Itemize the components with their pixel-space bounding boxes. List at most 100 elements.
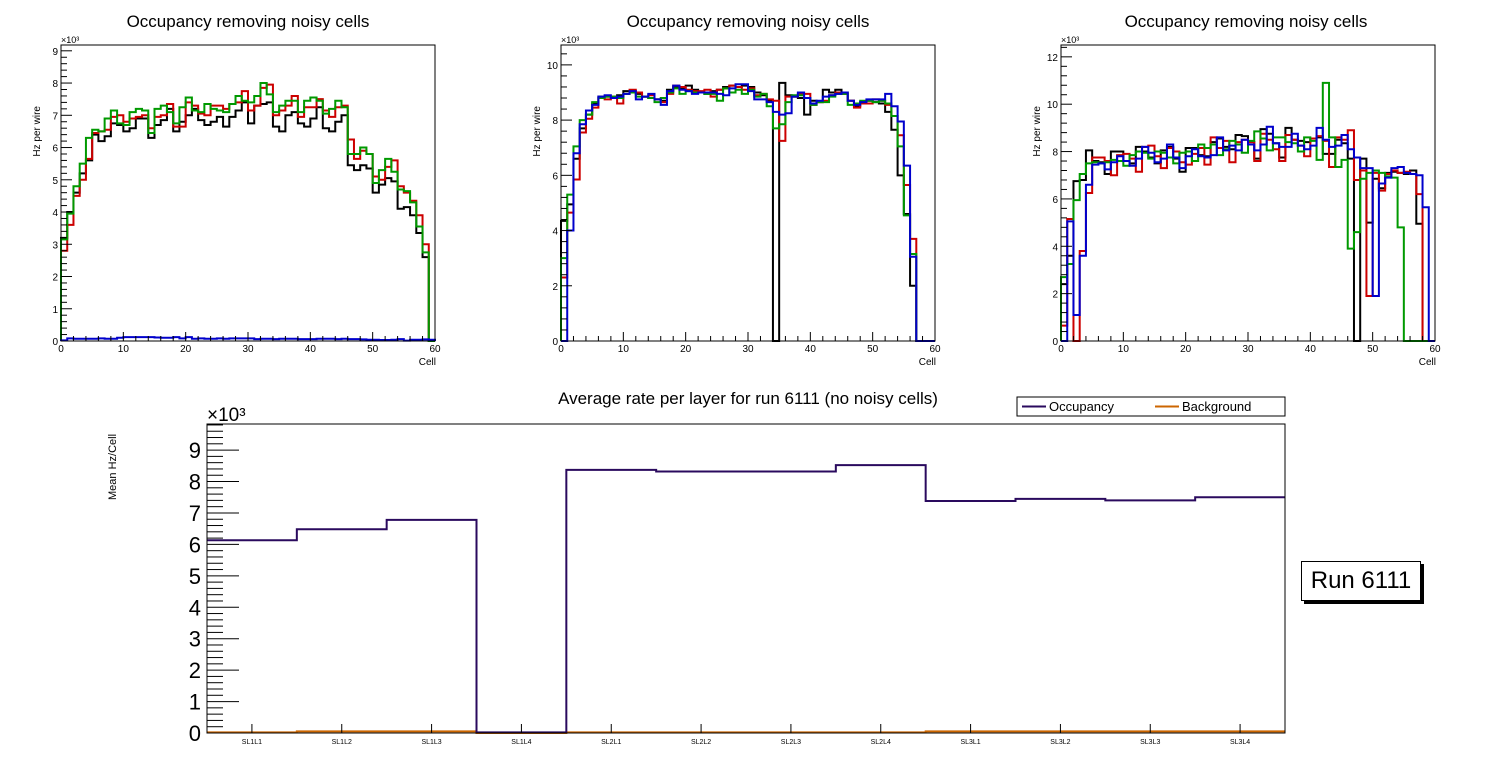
legend: Occupancy Background: [1016, 396, 1286, 417]
series-layer-blue: [561, 83, 935, 342]
x-tick-label: 10: [118, 344, 130, 355]
y-tick-label: 10: [1047, 100, 1059, 111]
x-tick-label: 30: [742, 344, 754, 355]
x-category-label: SL3L4: [1230, 739, 1250, 746]
x-tick-label: 0: [558, 344, 564, 355]
x-tick-label: 0: [1058, 344, 1064, 355]
layer-rate-panel: Average rate per layer for run 6111 (no …: [107, 389, 1286, 746]
x-tick-label: 20: [180, 344, 192, 355]
series-layer-green: [560, 87, 935, 342]
histogram-panel-1: Occupancy removing noisy cells Hz per wi…: [32, 12, 441, 368]
y-tick-label: 6: [189, 532, 201, 557]
y-multiplier-label: ×10³: [207, 405, 246, 426]
x-category-label: SL2L2: [691, 739, 711, 746]
y-axis-label: Hz per wire: [1032, 106, 1043, 157]
legend-label-background: Background: [1182, 399, 1251, 414]
y-tick-label: 0: [1052, 337, 1058, 348]
legend-box: [1016, 396, 1286, 417]
x-axis-label: Cell: [1419, 357, 1436, 368]
legend-label-occupancy: Occupancy: [1049, 399, 1115, 414]
y-tick-label: 2: [1052, 290, 1058, 301]
y-tick-label: 0: [189, 721, 201, 746]
y-multiplier-label: ×10³: [561, 35, 579, 45]
x-tick-label: 50: [367, 344, 379, 355]
panel-title: Occupancy removing noisy cells: [627, 12, 870, 31]
y-tick-label: 1: [52, 305, 58, 316]
x-category-label: SL1L3: [421, 739, 441, 746]
y-tick-label: 2: [189, 658, 201, 683]
series-layer-green: [60, 82, 435, 342]
x-tick-label: 40: [305, 344, 317, 355]
x-tick-label: 30: [242, 344, 254, 355]
x-tick-label: 50: [1367, 344, 1379, 355]
histogram-panel-3: Occupancy removing noisy cells Hz per wi…: [1032, 12, 1441, 368]
x-category-label: SL3L1: [960, 739, 980, 746]
series-layer-black: [560, 81, 935, 342]
y-tick-label: 5: [189, 564, 201, 589]
y-tick-label: 8: [552, 116, 558, 127]
y-axis-label: Hz per wire: [32, 106, 43, 157]
series-background: [207, 730, 1285, 734]
x-tick-label: 10: [618, 344, 630, 355]
x-axis-label: Cell: [419, 357, 436, 368]
x-tick-label: 40: [805, 344, 817, 355]
series-layer-red: [560, 84, 935, 342]
y-tick-label: 0: [552, 337, 558, 348]
panel-title: Occupancy removing noisy cells: [1125, 12, 1368, 31]
x-tick-label: 60: [1429, 344, 1441, 355]
y-tick-label: 3: [52, 240, 58, 251]
x-tick-label: 40: [1305, 344, 1317, 355]
x-category-label: SL3L2: [1050, 739, 1070, 746]
plot-frame: [206, 423, 1286, 734]
y-multiplier-label: ×10³: [61, 35, 79, 45]
y-tick-label: 4: [189, 595, 201, 620]
y-tick-label: 8: [1052, 148, 1058, 159]
x-category-label: SL2L3: [781, 739, 801, 746]
x-category-label: SL1L1: [242, 739, 262, 746]
y-tick-label: 4: [52, 208, 58, 219]
y-tick-label: 9: [189, 438, 201, 463]
y-multiplier-label: ×10³: [1061, 35, 1079, 45]
x-category-label: SL2L4: [871, 739, 891, 746]
series-layer-green: [1060, 81, 1435, 342]
histogram-panel-2: Occupancy removing noisy cells Hz per wi…: [532, 12, 941, 368]
y-tick-label: 10: [547, 61, 559, 72]
x-category-label: SL1L4: [511, 739, 531, 746]
x-tick-label: 60: [929, 344, 941, 355]
run-label-box: Run 6111: [1301, 561, 1421, 601]
x-category-label: SL2L1: [601, 739, 621, 746]
y-tick-label: 7: [189, 501, 201, 526]
y-tick-label: 2: [552, 282, 558, 293]
y-tick-label: 6: [1052, 195, 1058, 206]
y-tick-label: 0: [52, 337, 58, 348]
panel-title: Average rate per layer for run 6111 (no …: [558, 389, 938, 408]
y-tick-label: 8: [189, 470, 201, 495]
y-tick-label: 7: [52, 111, 58, 122]
x-axis-label: Cell: [919, 357, 936, 368]
y-tick-label: 4: [1052, 242, 1058, 253]
y-tick-label: 8: [52, 79, 58, 90]
y-tick-label: 9: [52, 47, 58, 58]
series-layer-black: [60, 101, 435, 342]
series-occupancy: [207, 464, 1285, 734]
panel-title: Occupancy removing noisy cells: [127, 12, 370, 31]
x-tick-label: 0: [58, 344, 64, 355]
x-category-label: SL3L3: [1140, 739, 1160, 746]
y-tick-label: 2: [52, 273, 58, 284]
x-tick-label: 10: [1118, 344, 1130, 355]
x-tick-label: 50: [867, 344, 879, 355]
x-tick-label: 20: [1180, 344, 1192, 355]
y-tick-label: 3: [189, 627, 201, 652]
y-axis-label: Hz per wire: [532, 106, 543, 157]
y-axis-label: Mean Hz/Cell: [107, 434, 119, 500]
y-tick-label: 6: [52, 144, 58, 155]
y-tick-label: 4: [552, 227, 558, 238]
y-tick-label: 6: [552, 171, 558, 182]
x-tick-label: 60: [429, 344, 441, 355]
x-category-label: SL1L2: [332, 739, 352, 746]
y-tick-label: 1: [189, 690, 201, 715]
y-tick-label: 5: [52, 176, 58, 187]
y-tick-label: 12: [1047, 53, 1059, 64]
series-layer-blue: [1061, 125, 1435, 342]
